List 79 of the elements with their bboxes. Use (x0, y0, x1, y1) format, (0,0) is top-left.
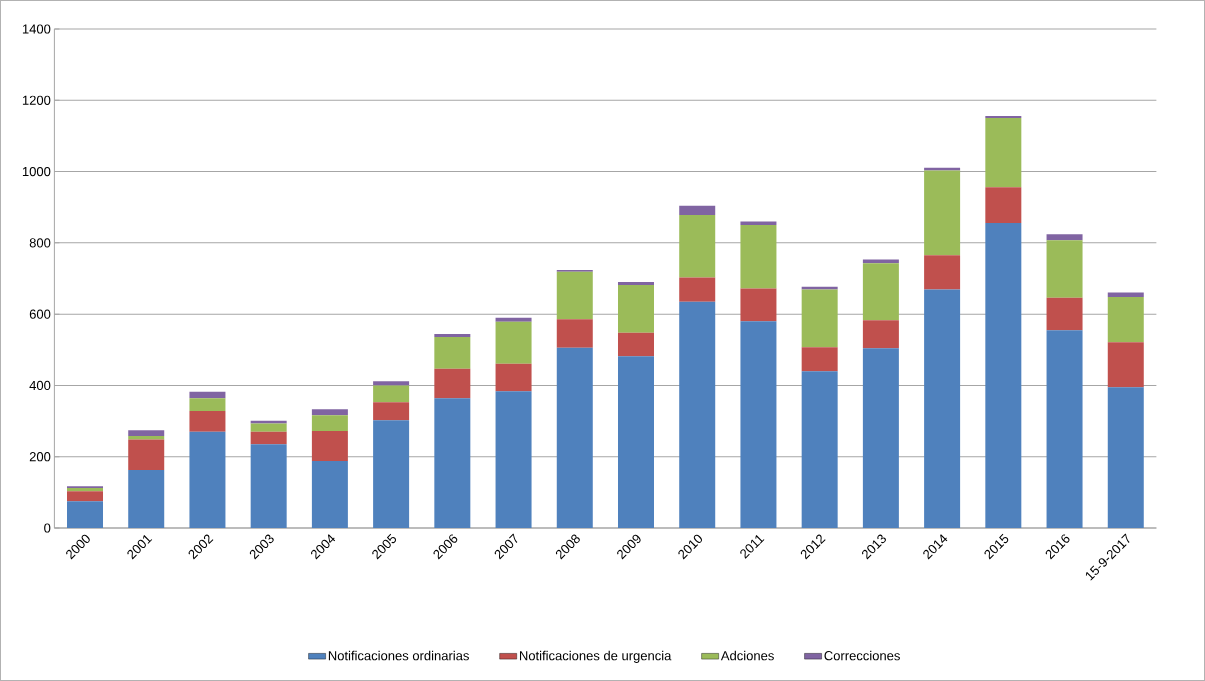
bar (679, 215, 716, 278)
bar (250, 423, 287, 432)
bar (189, 411, 226, 432)
bar (679, 301, 716, 528)
y-tick-label: 1200 (22, 95, 51, 105)
bar (618, 356, 654, 528)
bar (924, 170, 961, 256)
bar (434, 336, 471, 369)
bar (373, 381, 410, 386)
bar (128, 436, 165, 440)
bar (679, 205, 716, 216)
bar (985, 118, 1022, 188)
bar (495, 363, 532, 392)
bar (311, 460, 348, 528)
bar (1046, 330, 1083, 528)
bar (801, 289, 838, 348)
bar (373, 420, 410, 528)
y-tick-label: 600 (29, 309, 51, 319)
bar (1107, 387, 1144, 528)
bar (250, 444, 287, 528)
bar (1107, 297, 1144, 343)
bar (189, 398, 226, 412)
legend-label: Notificaciones de urgencia (519, 650, 672, 663)
bar (679, 277, 716, 302)
y-tick-label: 800 (29, 238, 51, 248)
legend-label: Notificaciones ordinarias (328, 650, 469, 661)
y-tick-label: 1000 (22, 166, 51, 177)
bar (495, 317, 532, 322)
bar (495, 321, 532, 364)
bar (434, 398, 471, 528)
bar (618, 332, 654, 357)
bar (556, 347, 593, 528)
bar (556, 319, 593, 348)
bar (924, 289, 961, 528)
bar (128, 439, 165, 470)
bar (1107, 292, 1144, 298)
bar (189, 431, 226, 528)
y-tick-label: 200 (29, 452, 51, 462)
bar (311, 409, 348, 416)
legend-label: Correcciones (824, 650, 900, 661)
bar (985, 115, 1022, 119)
y-tick-label: 0 (44, 523, 51, 533)
bar (67, 491, 103, 502)
bar (740, 221, 777, 226)
bar (924, 255, 961, 290)
bar (1107, 342, 1144, 388)
bar (373, 402, 410, 421)
bar (495, 391, 532, 528)
y-tick-label: 1400 (22, 24, 51, 34)
bar (618, 284, 654, 333)
bar (1046, 234, 1083, 241)
bar (740, 321, 777, 528)
bar (128, 469, 165, 528)
bar (618, 282, 654, 285)
bar (311, 415, 348, 432)
bar (373, 385, 410, 403)
bar (311, 431, 348, 461)
bar (985, 222, 1022, 528)
bar (1046, 297, 1083, 331)
y-tick-label: 400 (29, 380, 51, 391)
bar (250, 431, 287, 445)
bar (250, 420, 287, 424)
bar (67, 501, 103, 528)
bar (434, 368, 471, 399)
bar (862, 348, 899, 528)
bar (862, 263, 899, 321)
legend-label: Adciones (720, 650, 774, 661)
bar (801, 286, 838, 290)
bar (801, 347, 838, 372)
bar (128, 430, 165, 437)
bar (1046, 240, 1083, 298)
bar (740, 288, 777, 322)
bar (862, 320, 899, 349)
bar (985, 187, 1022, 223)
bar (189, 391, 226, 399)
bar (434, 334, 471, 337)
bar (801, 371, 838, 528)
bar (740, 225, 777, 289)
bar (556, 271, 593, 320)
